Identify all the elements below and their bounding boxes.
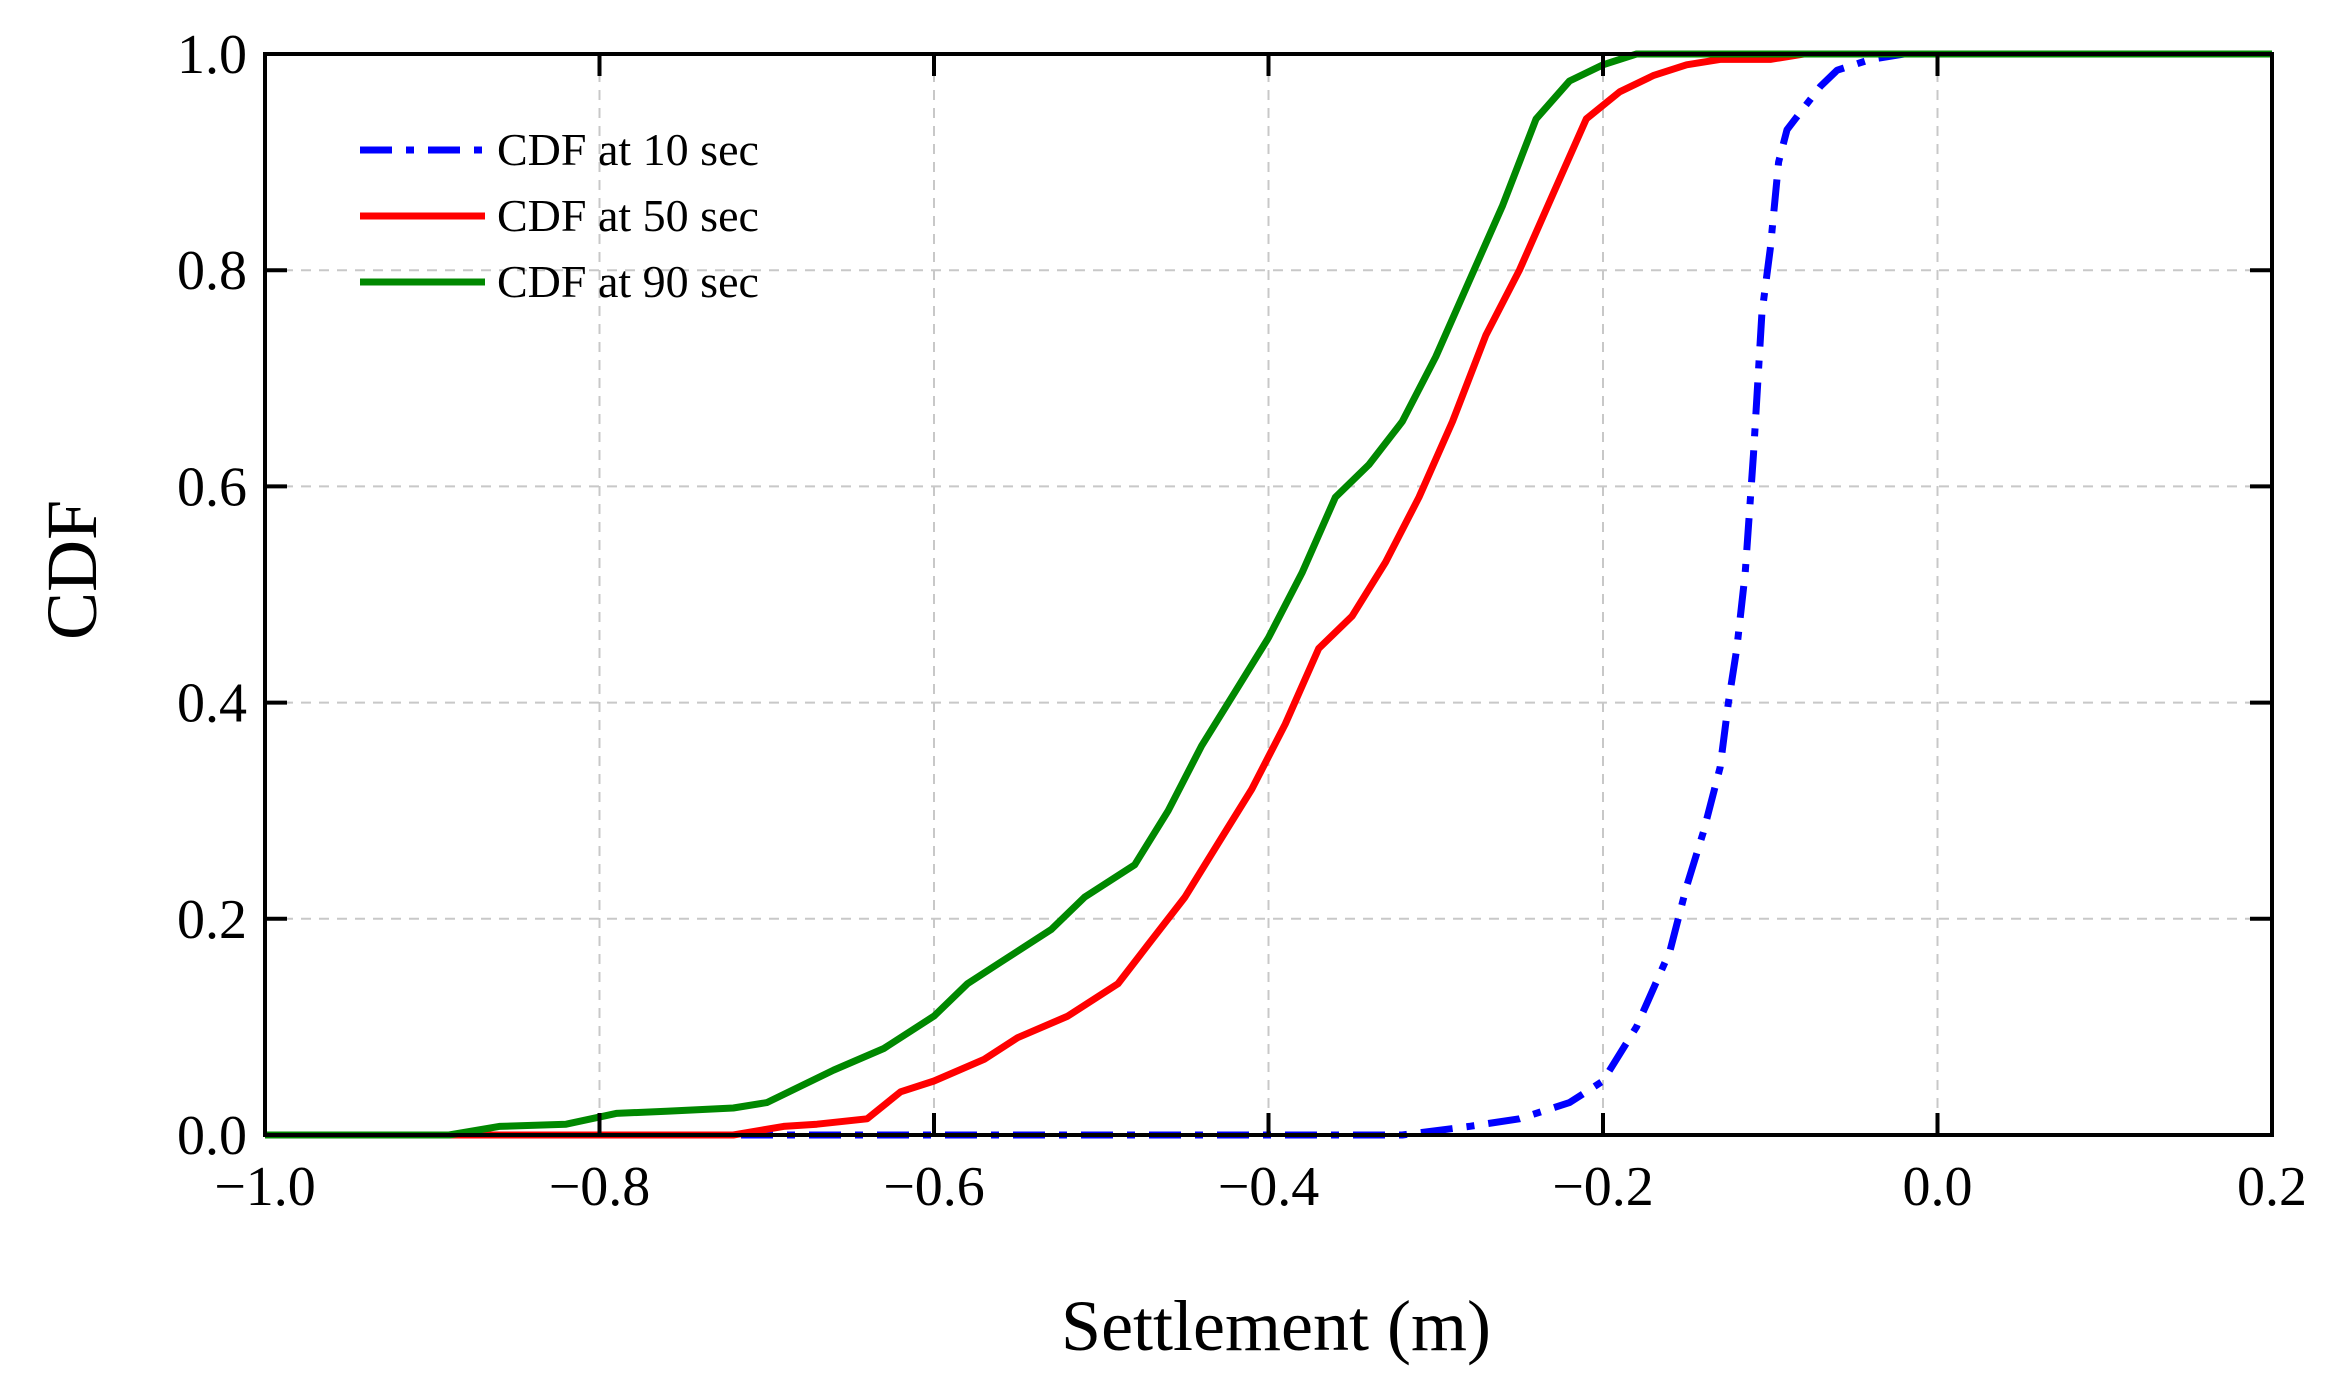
legend: CDF at 10 sec CDF at 50 sec CDF at 90 sec bbox=[360, 124, 759, 307]
legend-label-3: CDF at 90 sec bbox=[497, 256, 759, 307]
y-tick-label: 1.0 bbox=[177, 24, 247, 86]
y-axis-title: CDF bbox=[32, 500, 112, 640]
x-tick-label: −0.8 bbox=[549, 1156, 651, 1218]
x-tick-label: −0.4 bbox=[1218, 1156, 1320, 1218]
x-tick-label: 0.0 bbox=[1903, 1156, 1973, 1218]
x-axis-title: Settlement (m) bbox=[1061, 1286, 1491, 1366]
y-tick-label: 0.2 bbox=[177, 889, 247, 951]
legend-label-2: CDF at 50 sec bbox=[497, 190, 759, 241]
y-tick-label: 0.0 bbox=[177, 1105, 247, 1167]
x-tick-label: 0.2 bbox=[2237, 1156, 2307, 1218]
plot-series bbox=[265, 50, 2272, 1139]
y-tick-label: 0.4 bbox=[177, 673, 247, 735]
series-line-3 bbox=[265, 50, 2272, 1139]
y-tick-label: 0.8 bbox=[177, 240, 247, 302]
x-tick-label: −0.2 bbox=[1552, 1156, 1654, 1218]
y-tick-label: 0.6 bbox=[177, 456, 247, 518]
x-tick-label: −1.0 bbox=[214, 1156, 316, 1218]
legend-label-1: CDF at 10 sec bbox=[497, 124, 759, 175]
grid bbox=[265, 54, 2272, 1135]
series-line-1 bbox=[265, 50, 2272, 1139]
x-tick-label: −0.6 bbox=[883, 1156, 985, 1218]
series-line-2 bbox=[265, 50, 2272, 1139]
axis-ticks: −1.0 −0.8 −0.6 −0.4 −0.2 0.0 0.2 0.0 0.2 0.4 0.6 0.… bbox=[177, 24, 2307, 1218]
